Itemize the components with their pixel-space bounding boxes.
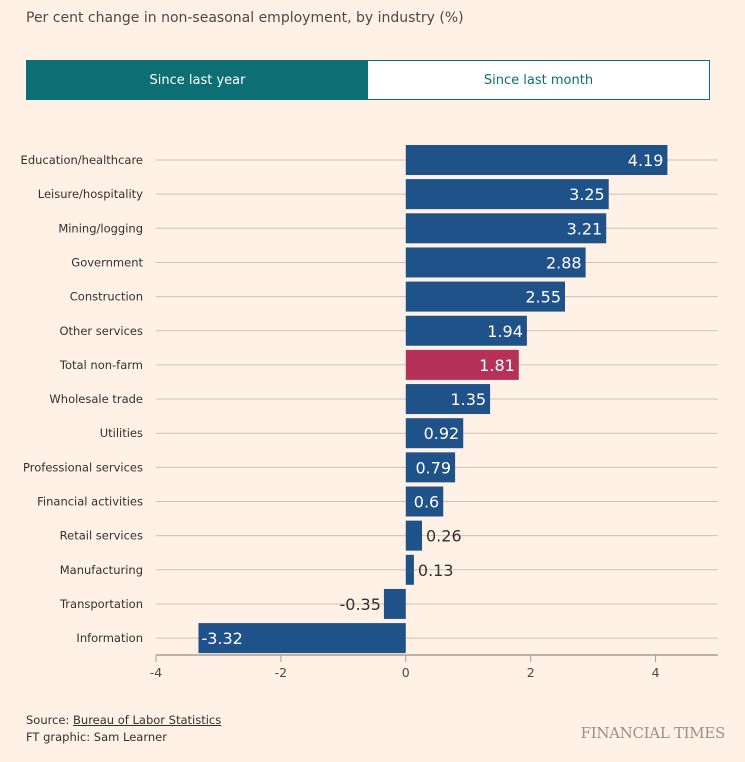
category-label: Education/healthcare [21,153,143,167]
bar [405,520,423,551]
category-label: Other services [60,324,144,338]
period-toggle: Since last year Since last month [26,60,710,100]
category-label: Manufacturing [60,563,143,577]
category-label: Mining/logging [58,221,143,235]
source-note: Source: Bureau of Labor Statistics FT gr… [26,712,221,746]
bar [405,384,491,415]
category-label: Total non-farm [59,358,143,372]
value-label: 2.88 [546,253,582,272]
x-tick-label: -2 [275,665,287,680]
value-label: -0.35 [340,595,381,614]
value-label: 1.81 [479,356,515,375]
value-label: 0.79 [415,458,451,477]
source-link[interactable]: Bureau of Labor Statistics [73,713,222,727]
category-label: Information [76,631,143,645]
value-label: 1.35 [450,390,486,409]
category-label: Utilities [100,426,143,440]
bar [405,281,566,312]
bar [405,554,414,585]
bar [405,418,464,449]
category-label: Wholesale trade [49,392,143,406]
bar [383,588,406,619]
bar [405,145,668,175]
value-label: 0.6 [414,493,439,512]
bar [405,179,609,210]
chart-subtitle: Per cent change in non-seasonal employme… [26,10,464,26]
category-label: Retail services [60,529,143,543]
category-label: Construction [70,290,143,304]
category-label: Professional services [23,460,143,474]
value-label: 3.25 [569,185,605,204]
source-prefix: Source: [26,713,74,727]
category-label: Financial activities [37,495,143,509]
value-label: 0.13 [418,561,454,580]
bar [405,486,444,517]
value-label: 0.26 [426,527,462,546]
value-label: 1.94 [487,322,523,341]
bar [405,452,456,483]
bar [405,247,586,278]
bar [405,315,527,346]
bar [405,349,519,380]
category-label: Transportation [59,597,143,611]
x-tick-label: 0 [402,665,410,680]
category-label: Government [71,255,143,269]
tab-since-last-month[interactable]: Since last month [368,61,709,99]
ft-logo: FINANCIAL TIMES [580,724,726,742]
bar-chart: Education/healthcare 4.19 Leisure/hospital… [21,145,718,680]
value-label: 3.21 [567,219,603,238]
value-label: -3.32 [201,629,242,648]
tab-since-last-year[interactable]: Since last year [27,61,368,99]
value-label: 4.19 [628,151,664,170]
x-tick-label: 4 [652,665,660,680]
credit: FT graphic: Sam Learner [26,730,167,744]
category-label: Leisure/hospitality [38,187,143,201]
value-label: 2.55 [525,288,561,307]
x-tick-label: 2 [527,665,535,680]
value-label: 0.92 [424,424,460,443]
bar [198,623,406,654]
x-tick-label: -4 [150,665,163,680]
bar [405,213,607,244]
